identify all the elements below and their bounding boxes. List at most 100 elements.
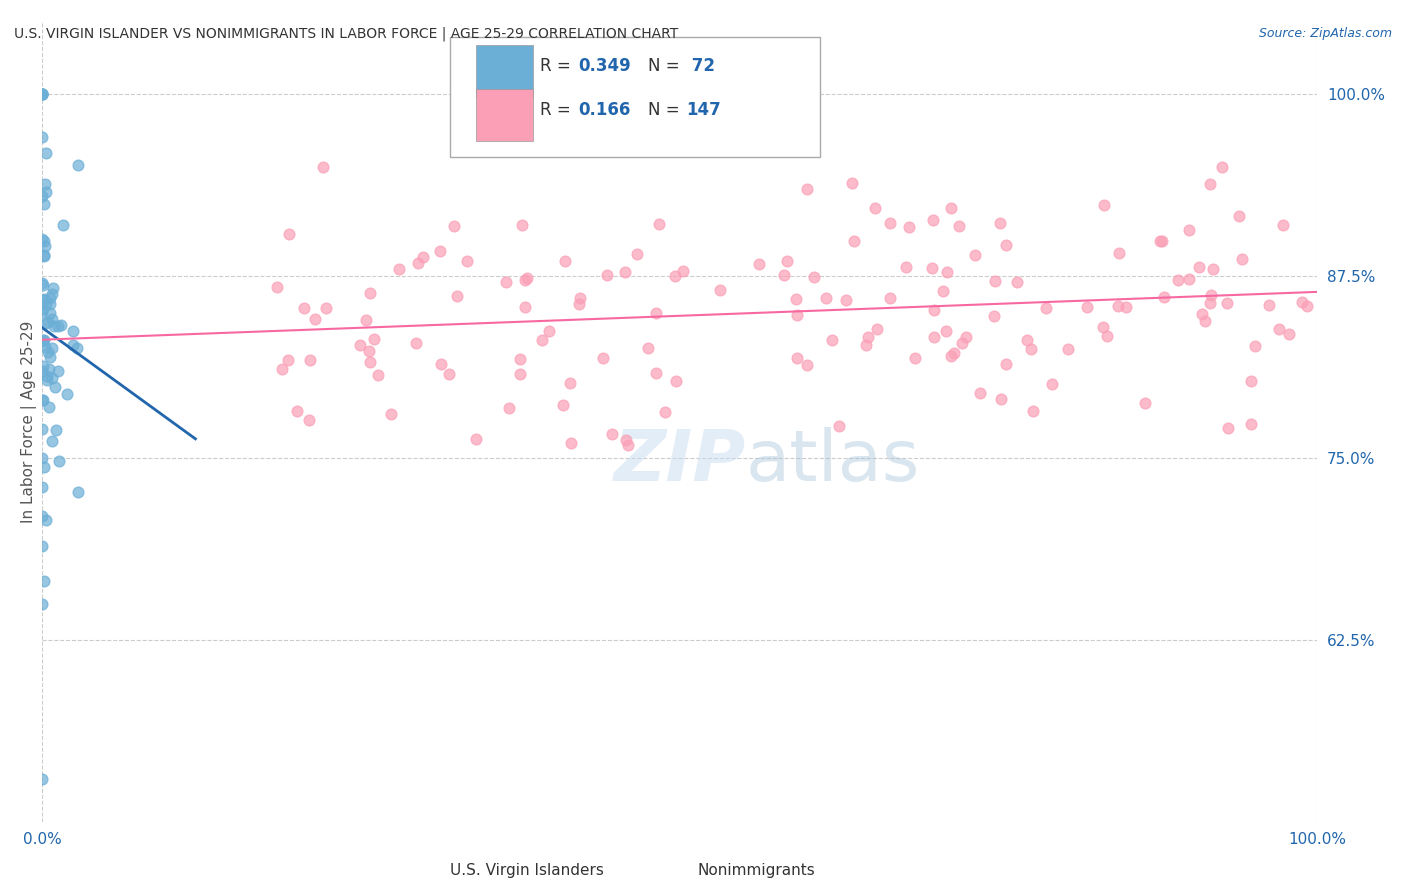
- Point: [841, 177, 863, 191]
- Point: [1258, 298, 1281, 312]
- Point: [429, 244, 451, 259]
- Point: [349, 338, 371, 352]
- Text: 147: 147: [686, 101, 721, 119]
- Point: [1178, 223, 1201, 237]
- Point: [35, 373, 58, 387]
- Point: [1240, 374, 1263, 388]
- Point: [894, 260, 917, 274]
- Point: [509, 368, 531, 382]
- FancyBboxPatch shape: [422, 857, 460, 884]
- Point: [942, 346, 965, 360]
- Point: [359, 285, 381, 300]
- Point: [31, 359, 53, 374]
- Point: [1296, 299, 1319, 313]
- Point: [1227, 209, 1250, 223]
- FancyBboxPatch shape: [450, 37, 820, 157]
- Point: [1107, 299, 1129, 313]
- Point: [922, 302, 945, 317]
- Point: [828, 419, 851, 434]
- Point: [560, 435, 582, 450]
- Point: [614, 265, 637, 279]
- Text: R =: R =: [540, 101, 575, 119]
- Point: [38, 362, 60, 376]
- Point: [645, 366, 668, 380]
- Point: [465, 432, 488, 446]
- Point: [796, 182, 818, 196]
- Point: [626, 247, 648, 261]
- Point: [786, 351, 808, 366]
- Point: [498, 401, 520, 415]
- Text: Source: ZipAtlas.com: Source: ZipAtlas.com: [1258, 27, 1392, 40]
- Point: [31, 334, 53, 349]
- Point: [1278, 327, 1301, 342]
- Point: [32, 460, 55, 475]
- Text: 0.349: 0.349: [578, 57, 631, 75]
- Point: [35, 513, 58, 527]
- Point: [41, 342, 63, 356]
- Point: [356, 313, 378, 327]
- Point: [278, 227, 301, 242]
- Point: [38, 291, 60, 305]
- Point: [408, 256, 430, 270]
- Point: [34, 178, 56, 192]
- Point: [1019, 343, 1042, 357]
- Point: [1188, 260, 1211, 274]
- Point: [35, 145, 58, 160]
- Point: [932, 285, 955, 299]
- Point: [865, 321, 887, 335]
- Point: [31, 87, 53, 101]
- Point: [553, 399, 575, 413]
- Point: [1199, 177, 1222, 191]
- Point: [935, 265, 957, 279]
- Point: [1201, 287, 1223, 301]
- Point: [904, 351, 927, 365]
- Point: [437, 368, 460, 382]
- Point: [66, 485, 89, 500]
- Point: [37, 314, 59, 328]
- Point: [388, 261, 411, 276]
- Text: atlas: atlas: [745, 427, 920, 496]
- Text: U.S. Virgin Islanders: U.S. Virgin Islanders: [450, 863, 603, 878]
- Point: [35, 296, 58, 310]
- Point: [312, 160, 335, 174]
- Point: [513, 273, 536, 287]
- Point: [32, 334, 55, 348]
- Point: [995, 357, 1018, 371]
- Point: [516, 271, 538, 285]
- Point: [1076, 301, 1098, 315]
- Point: [513, 300, 536, 314]
- Point: [46, 364, 69, 378]
- Point: [939, 349, 962, 363]
- Point: [34, 234, 56, 248]
- Point: [898, 220, 921, 235]
- Point: [842, 234, 865, 248]
- Point: [1271, 218, 1294, 232]
- Text: 0.166: 0.166: [578, 101, 630, 119]
- Point: [748, 257, 770, 271]
- Point: [31, 87, 53, 101]
- Point: [592, 351, 614, 365]
- Point: [456, 254, 478, 268]
- Point: [31, 278, 53, 293]
- Point: [304, 311, 326, 326]
- Point: [990, 392, 1012, 406]
- Point: [554, 254, 576, 268]
- Point: [1149, 234, 1171, 248]
- Point: [963, 247, 986, 261]
- Point: [935, 324, 957, 338]
- Point: [600, 426, 623, 441]
- Point: [56, 386, 79, 401]
- Y-axis label: In Labor Force | Age 25-29: In Labor Force | Age 25-29: [21, 320, 37, 523]
- Point: [67, 158, 90, 172]
- Text: N =: N =: [648, 57, 685, 75]
- Point: [44, 380, 66, 394]
- Point: [969, 385, 991, 400]
- Point: [1218, 421, 1240, 435]
- Point: [285, 404, 308, 418]
- Point: [1232, 252, 1254, 266]
- Point: [1005, 275, 1028, 289]
- Text: Nonimmigrants: Nonimmigrants: [697, 863, 815, 878]
- Point: [32, 301, 55, 316]
- Point: [1240, 417, 1263, 431]
- Point: [665, 375, 688, 389]
